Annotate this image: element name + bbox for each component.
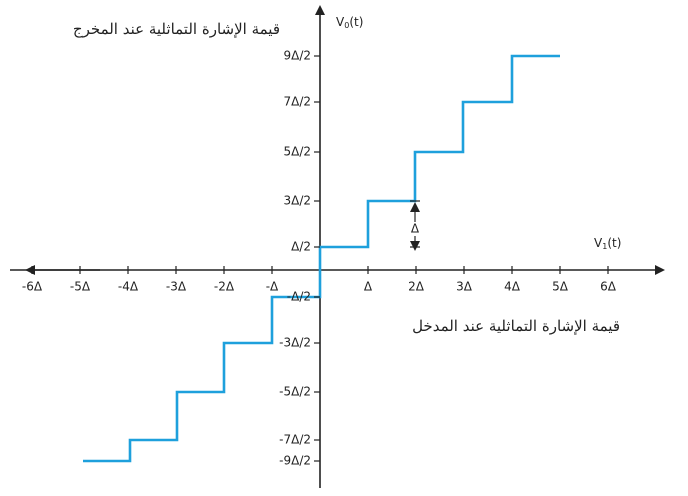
x-tick-label: -3Δ bbox=[166, 280, 187, 294]
x-tick-label: -2Δ bbox=[214, 280, 235, 294]
x-tick-label: -4Δ bbox=[118, 280, 139, 294]
subscript: 0 bbox=[344, 21, 349, 30]
argument: (t) bbox=[607, 236, 621, 250]
y-axis-title: قيمة الإشارة التماثلية عند المخرج bbox=[73, 20, 280, 38]
x-tick-label: 3Δ bbox=[456, 280, 473, 294]
y-tick-label: 3Δ/2 bbox=[283, 194, 311, 208]
step-label: Δ bbox=[411, 222, 420, 236]
y-tick-label: Δ/2 bbox=[291, 240, 311, 254]
x-tick-label: -6Δ bbox=[22, 280, 43, 294]
y-tick-label: -7Δ/2 bbox=[279, 433, 311, 447]
x-tick-label: -Δ bbox=[266, 280, 279, 294]
argument: (t) bbox=[349, 15, 363, 29]
staircase bbox=[83, 54, 560, 463]
y-tick-label: 9Δ/2 bbox=[283, 49, 311, 63]
x-tick-label: 5Δ bbox=[552, 280, 569, 294]
y-tick-label: -5Δ/2 bbox=[279, 385, 311, 399]
x-tick-label: -5Δ bbox=[70, 280, 91, 294]
symbol: V bbox=[336, 15, 345, 29]
x-tick-label: 2Δ bbox=[408, 280, 425, 294]
y-tick-label: -Δ/2 bbox=[287, 290, 311, 304]
step-annotation: Δ bbox=[410, 200, 420, 251]
x-axis-title: قيمة الإشارة التماثلية عند المدخل bbox=[412, 317, 620, 335]
x-tick-label: 4Δ bbox=[504, 280, 521, 294]
x-tick-label: Δ bbox=[364, 280, 373, 294]
subscript: 1 bbox=[602, 242, 607, 251]
y-tick-label: 7Δ/2 bbox=[283, 95, 311, 109]
y-axis-symbol: V0(t) bbox=[336, 15, 363, 30]
x-tick-label: 6Δ bbox=[600, 280, 617, 294]
y-tick-label: 5Δ/2 bbox=[283, 145, 311, 159]
symbol: V bbox=[594, 236, 603, 250]
y-tick-label: -3Δ/2 bbox=[279, 336, 311, 350]
x-axis-symbol: V1(t) bbox=[594, 236, 621, 251]
y-tick-label: -9Δ/2 bbox=[279, 454, 311, 468]
